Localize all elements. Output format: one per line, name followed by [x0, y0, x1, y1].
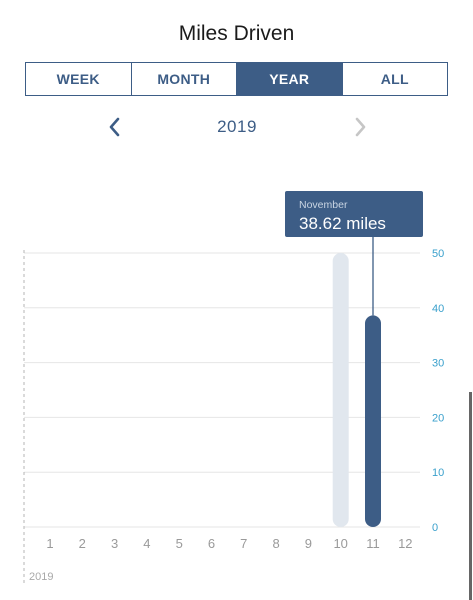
tooltip-month: November: [299, 199, 348, 211]
page-title: Miles Driven: [178, 22, 295, 45]
x-tick-label: 6: [208, 536, 215, 551]
y-tick-label: 30: [432, 358, 444, 370]
x-tick-label: 7: [240, 536, 247, 551]
x-tick-label: 10: [333, 536, 347, 551]
y-tick-label: 10: [432, 467, 444, 479]
bar-selected[interactable]: [365, 315, 381, 527]
tooltip-value: 38.62 miles: [299, 214, 386, 233]
tab-year[interactable]: YEAR: [237, 63, 343, 95]
bar[interactable]: [332, 253, 349, 527]
chevron-right-icon[interactable]: [348, 114, 372, 140]
y-tick-label: 0: [432, 522, 438, 534]
x-tick-label: 9: [305, 536, 312, 551]
y-tick-label: 40: [432, 303, 444, 315]
tab-week[interactable]: WEEK: [26, 63, 132, 95]
x-tick-label: 11: [366, 536, 380, 551]
y-tick-label: 20: [432, 412, 444, 424]
x-tick-label: 3: [111, 536, 118, 551]
x-group-label: 2019: [29, 571, 53, 583]
scrollbar[interactable]: [469, 392, 472, 600]
period-segmented-control: WEEK MONTH YEAR ALL: [25, 62, 448, 96]
x-tick-label: 2: [79, 536, 86, 551]
tab-all[interactable]: ALL: [380, 71, 409, 87]
x-tick-label: 8: [272, 536, 279, 551]
chevron-left-icon[interactable]: [103, 114, 127, 140]
x-tick-label: 1: [46, 536, 53, 551]
year-label: 2019: [217, 117, 257, 136]
x-tick-label: 4: [143, 536, 150, 551]
tooltip-box: [285, 191, 423, 237]
tab-month[interactable]: MONTH: [132, 63, 237, 95]
x-tick-label: 12: [398, 536, 412, 551]
x-tick-label: 5: [176, 536, 183, 551]
y-tick-label: 50: [432, 248, 444, 260]
